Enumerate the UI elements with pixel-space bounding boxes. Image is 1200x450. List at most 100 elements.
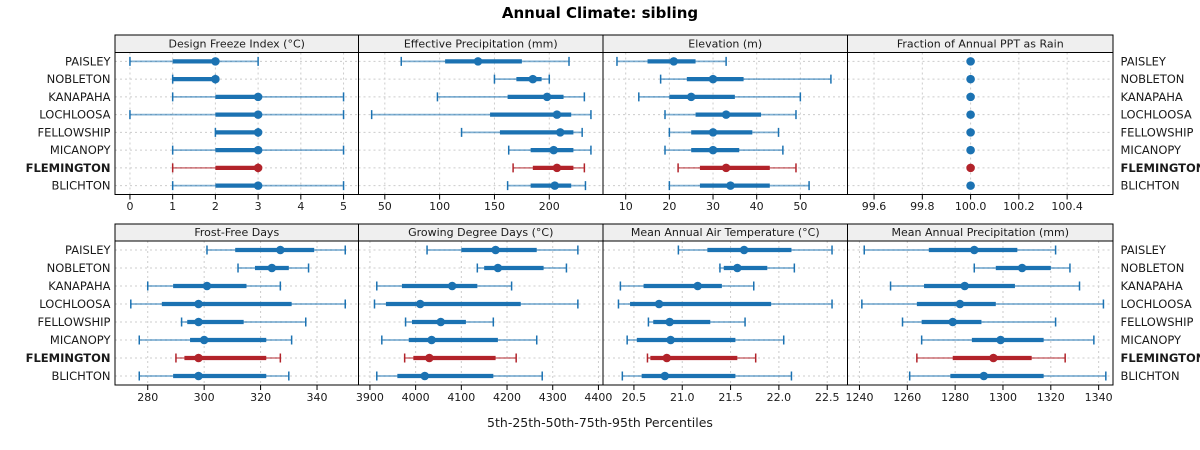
x-tick-label: 1240 [845, 391, 873, 404]
x-tick-label: 50 [378, 200, 392, 213]
series-fellowship [404, 317, 495, 327]
x-tick-label: 3 [255, 200, 262, 213]
row-label-right-kanapaha: KANAPAHA [1121, 279, 1183, 293]
panel-title: Frost-Free Days [194, 226, 279, 239]
series-nobleton [171, 74, 220, 84]
series-flemington [175, 353, 282, 363]
median-dot [966, 92, 975, 102]
x-axis: 99.6 99.8 100.0 100.2 100.4 [862, 194, 1083, 213]
gridlines [115, 52, 359, 195]
panel-border [114, 52, 359, 195]
series-kanapaha [619, 281, 755, 291]
row-label-left-fellowship: FELLOWSHIP [38, 125, 111, 139]
median-dot [966, 74, 975, 84]
series-fellowship [668, 127, 780, 137]
row-label-right-flemington: FLEMINGTON [1121, 161, 1200, 175]
gridlines [358, 52, 603, 195]
panel-border [358, 240, 604, 386]
series-lochloosa [129, 110, 345, 120]
median-dot [550, 181, 560, 190]
series-lochloosa [861, 299, 1105, 309]
x-tick-label: 99.8 [910, 200, 935, 213]
median-dot [721, 163, 731, 173]
median-dot [211, 57, 220, 66]
row-label-right-paisley: PAISLEY [1121, 243, 1167, 257]
x-axis: 0 1 2 3 4 5 [126, 194, 347, 213]
x-tick-label: 100 [429, 200, 450, 213]
series-paisley [677, 245, 833, 255]
row-label-right-micanopy: MICANOPY [1121, 333, 1183, 347]
median-dot [693, 281, 703, 291]
series-blichton [908, 371, 1107, 381]
panel-title: Effective Precipitation (mm) [404, 38, 558, 51]
row-label-left-paisley: PAISLEY [65, 54, 111, 68]
panel-title: Mean Annual Air Temperature (°C) [631, 226, 820, 239]
x-tick-label: 4 [297, 200, 304, 213]
series-micanopy [507, 145, 592, 155]
series-paisley [129, 56, 259, 66]
series-lochloosa [617, 299, 833, 309]
series-flemington [171, 163, 263, 173]
x-axis: 3900 4000 4100 4200 4300 4400 [356, 385, 612, 404]
series-nobleton [719, 263, 796, 273]
series-lochloosa [373, 299, 579, 309]
row-label-left-fellowship: FELLOWSHIP [38, 315, 111, 329]
x-tick-label: 1300 [989, 391, 1017, 404]
median-dot [436, 317, 446, 327]
x-tick-label: 320 [250, 391, 271, 404]
x-tick-label: 1280 [941, 391, 969, 404]
row-labels-band-1: PAISLEY PAISLEY NOBLETON NOBLETON KANAPAHA KA… [26, 243, 1200, 383]
series-micanopy [966, 145, 975, 155]
x-tick-label: 280 [137, 391, 158, 404]
x-tick-label: 1340 [1085, 391, 1113, 404]
series-nobleton [659, 74, 832, 84]
row-label-right-nobleton: NOBLETON [1121, 72, 1185, 86]
x-tick-label: 1260 [893, 391, 921, 404]
median-dot [662, 353, 672, 363]
x-tick-label: 40 [750, 200, 764, 213]
x-tick-label: 4000 [402, 391, 430, 404]
median-dot [660, 371, 670, 381]
row-label-left-lochloosa: LOCHLOOSA [39, 297, 110, 311]
gridlines [847, 52, 1113, 195]
panel-frost-free-days: Frost-Free Days 280 300 320 340 [114, 223, 359, 404]
median-dot [966, 57, 975, 66]
series-fellowship [901, 317, 1057, 327]
x-tick-label: 22.5 [815, 391, 840, 404]
median-dot [669, 57, 679, 66]
x-tick-label: 21.0 [670, 391, 695, 404]
series-paisley [206, 245, 346, 255]
panel-elevation-m: Elevation (m) 10 20 30 40 50 [602, 34, 848, 213]
series-fellowship [460, 127, 583, 137]
series-blichton [376, 371, 543, 381]
x-tick-label: 4300 [539, 391, 567, 404]
median-dot [425, 353, 434, 363]
series-kanapaha [146, 281, 282, 291]
median-dot [194, 353, 203, 363]
median-dot [253, 163, 263, 173]
median-dot [708, 145, 718, 155]
median-dot [253, 145, 263, 155]
median-dot [194, 371, 203, 381]
row-label-right-fellowship: FELLOWSHIP [1121, 125, 1194, 139]
median-dot [253, 110, 263, 119]
median-dot [199, 335, 209, 345]
series-blichton [506, 181, 587, 191]
median-dot [996, 335, 1005, 345]
panel-border [847, 52, 1114, 195]
median-dot [733, 263, 742, 273]
series-lochloosa [130, 299, 346, 309]
row-labels-band-0: PAISLEY PAISLEY NOBLETON NOBLETON KANAPAHA KA… [26, 54, 1200, 192]
x-tick-label: 4400 [584, 391, 612, 404]
gridlines [603, 241, 848, 385]
row-label-left-flemington: FLEMINGTON [26, 161, 111, 175]
series-kanapaha [966, 92, 975, 102]
x-tick-label: 20.5 [622, 391, 647, 404]
median-dot [253, 92, 263, 102]
series-blichton [966, 181, 975, 190]
median-dot [528, 74, 538, 84]
series-nobleton [493, 74, 551, 84]
series-lochloosa [664, 110, 797, 120]
x-tick-label: 1320 [1037, 391, 1065, 404]
median-dot [966, 128, 975, 137]
